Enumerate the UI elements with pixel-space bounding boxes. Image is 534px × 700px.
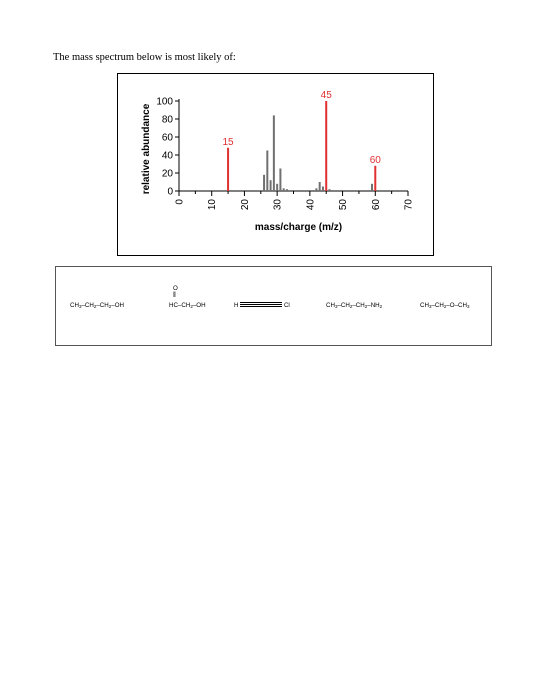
formula-subscript: 2 <box>349 304 353 309</box>
chart-svg: 0 20 40 60 80 100 0 10 20 30 40 50 60 70 15 45 60 mass/ch… <box>141 90 415 233</box>
triple-bond <box>240 302 283 308</box>
formula-subscript: 2 <box>108 304 112 309</box>
option-chloroacetylene[interactable]: H Cl <box>234 302 290 309</box>
peak-bar-mz-31 <box>279 168 282 191</box>
peak-label: 45 <box>321 90 333 101</box>
hydrogen-atom: H <box>234 302 239 309</box>
peak-bar-mz-42 <box>315 188 318 191</box>
peak-bar-mz-33 <box>285 189 288 191</box>
peak-bar-mz-29 <box>272 115 275 191</box>
formula-part: –OH <box>111 302 124 309</box>
chlorine-atom: Cl <box>283 302 290 309</box>
y-tick-label: 0 <box>167 187 173 198</box>
peak-bar-mz-15 <box>227 147 230 191</box>
formula-part: –CH <box>352 302 365 309</box>
formula-line: HC–CH2–OH <box>169 302 206 309</box>
double-bond: ‖ <box>173 292 176 299</box>
formula-subscript: 3 <box>428 304 432 309</box>
formula-part: –OH <box>192 302 206 309</box>
x-tick-label: 20 <box>240 199 251 211</box>
x-tick-label: 30 <box>273 199 284 211</box>
peak-label: 60 <box>370 155 382 166</box>
peak-bar-mz-26 <box>263 174 266 191</box>
formula-part: CH <box>420 302 429 309</box>
x-tick-label: 0 <box>175 199 186 205</box>
peak-bar-mz-44 <box>321 186 324 191</box>
option-glycolaldehyde[interactable]: O ‖ HC–CH2–OH <box>169 285 214 315</box>
x-tick-label: 70 <box>404 199 415 211</box>
formula-part: –O–CH <box>446 302 467 309</box>
formula-subscript: 2 <box>93 304 97 309</box>
formula-subscript: 3 <box>334 304 338 309</box>
x-tick-label: 60 <box>371 199 382 211</box>
peak-bar-mz-28 <box>269 180 272 191</box>
mass-spectrum-chart: 0 20 40 60 80 100 0 10 20 30 40 50 60 70 15 45 60 mass/ch… <box>117 73 434 256</box>
peak-bar-mz-59 <box>371 183 374 191</box>
option-propanol[interactable]: CH3–CH2–CH2–OH <box>70 302 124 309</box>
formula-part: CH <box>326 302 335 309</box>
formula-part: CH <box>70 302 79 309</box>
formula-part: –CH <box>96 302 109 309</box>
y-tick-label: 20 <box>162 169 174 180</box>
peak-bar-mz-45 <box>325 101 328 191</box>
x-axis-title: mass/charge (m/z) <box>255 222 342 233</box>
x-tick-label: 10 <box>207 199 218 211</box>
formula-part: –CH <box>431 302 444 309</box>
y-tick-label: 100 <box>156 97 173 108</box>
y-tick-label: 60 <box>162 133 174 144</box>
formula-part: –CH <box>337 302 350 309</box>
formula-part: –CH <box>81 302 94 309</box>
formula-subscript: 2 <box>364 304 368 309</box>
answer-options-box: CH3–CH2–CH2–OH O ‖ HC–CH2–OH H Cl CH3–CH… <box>55 266 492 346</box>
formula-subscript: 2 <box>379 304 383 309</box>
carbonyl-oxygen: O <box>173 285 178 292</box>
y-tick-label: 40 <box>162 151 174 162</box>
formula-part: –NH <box>367 302 380 309</box>
peak-bar-mz-60 <box>374 165 377 191</box>
formula-part: HC–CH <box>169 302 191 309</box>
y-tick-label: 80 <box>162 115 174 126</box>
peak-bar-mz-30 <box>276 183 279 191</box>
peak-bar-mz-46 <box>328 189 331 191</box>
peak-bar-mz-43 <box>318 182 321 191</box>
formula-subscript: 2 <box>443 304 447 309</box>
formula-subscript: 3 <box>467 304 470 309</box>
peak-bar-mz-27 <box>266 150 269 191</box>
x-tick-label: 50 <box>338 199 349 211</box>
option-propylamine[interactable]: CH3–CH2–CH2–NH2 <box>326 302 382 309</box>
option-methoxyethane[interactable]: CH3–CH2–O–CH3 <box>420 302 470 309</box>
formula-subscript: 2 <box>190 304 193 309</box>
y-axis-title: relative abundance <box>141 103 152 194</box>
peak-label: 15 <box>223 137 235 148</box>
question-text: The mass spectrum below is most likely o… <box>53 52 236 63</box>
formula-subscript: 3 <box>78 304 82 309</box>
peak-bar-mz-32 <box>282 188 285 191</box>
x-tick-label: 40 <box>305 199 316 211</box>
